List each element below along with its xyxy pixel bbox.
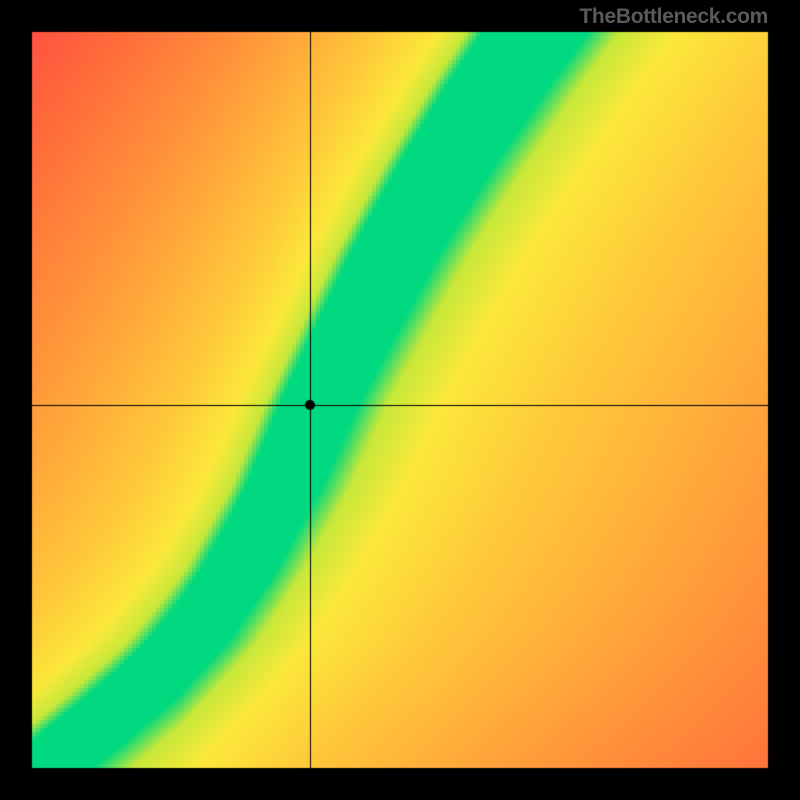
watermark-text: TheBottleneck.com [579, 5, 768, 29]
chart-container: TheBottleneck.com [0, 0, 800, 800]
heatmap-canvas [0, 0, 800, 800]
